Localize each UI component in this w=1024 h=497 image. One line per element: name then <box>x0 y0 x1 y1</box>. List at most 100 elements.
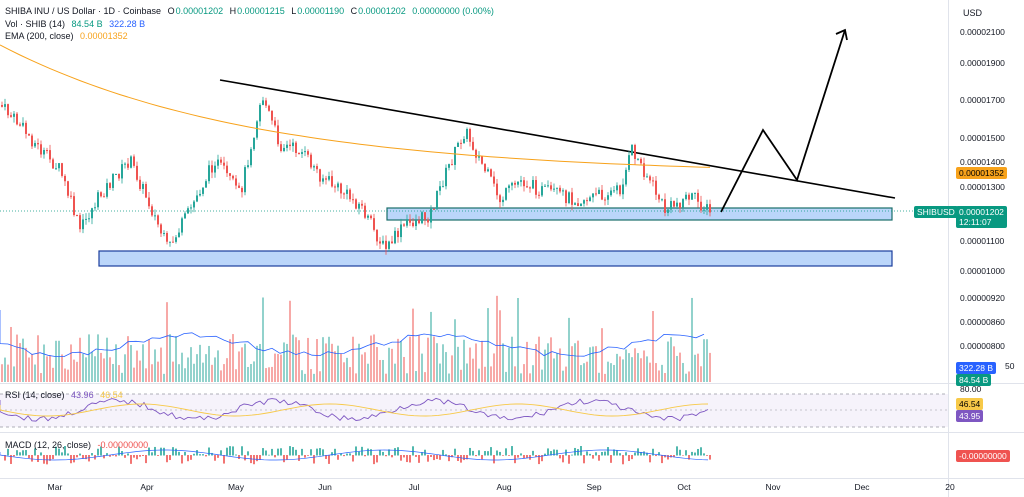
time-tick: Aug <box>496 482 512 492</box>
macd-bar <box>532 450 534 456</box>
candle-body <box>430 208 432 223</box>
macd-bar <box>436 455 438 460</box>
ohlc-high-label: H <box>229 6 237 16</box>
volume-bar <box>400 341 402 382</box>
volume-bar <box>631 357 633 382</box>
volume-bar <box>250 364 252 382</box>
volume-bar <box>622 359 624 382</box>
macd-bar <box>589 453 591 456</box>
macd-bar <box>679 449 681 456</box>
volume-bar <box>79 337 81 382</box>
volume-bar <box>535 344 537 382</box>
volume-bar <box>121 372 123 382</box>
candle-body <box>262 100 264 105</box>
macd-bar <box>202 454 204 456</box>
volume-bar <box>517 298 519 382</box>
symbol-badge: SHIBUSD <box>914 206 958 218</box>
candle-body <box>556 187 558 189</box>
candle-body <box>211 165 213 173</box>
macd-bar <box>145 455 147 464</box>
candle-body <box>589 197 591 202</box>
price-tick: 0.00001000 <box>960 266 1005 276</box>
volume-bar <box>385 373 387 382</box>
candle-body <box>637 158 639 160</box>
candle-body <box>31 135 33 147</box>
macd-bar <box>652 448 654 456</box>
candle-body <box>706 204 708 210</box>
candle-body <box>109 183 111 188</box>
macd-bar <box>139 455 141 457</box>
macd-bar <box>571 454 573 456</box>
candle-body <box>700 201 702 211</box>
candle-body <box>535 180 537 195</box>
candle-body <box>445 167 447 187</box>
volume-bar <box>520 373 522 382</box>
volume-bar <box>688 371 690 382</box>
candle-body <box>544 185 546 187</box>
candle-body <box>685 194 687 200</box>
volume-bar <box>430 311 432 382</box>
volume-bar <box>373 334 375 382</box>
macd-bar <box>154 446 156 456</box>
candle-body <box>94 207 96 209</box>
candle-body <box>55 168 57 170</box>
volume-bar <box>88 334 90 382</box>
macd-bar <box>10 455 12 464</box>
candle-body <box>172 241 174 243</box>
rsi-ma-badge: 46.54 <box>956 398 984 410</box>
macd-bar <box>4 455 6 461</box>
macd-bar <box>295 449 297 456</box>
candle-body <box>385 240 387 249</box>
macd-bar <box>625 452 627 456</box>
candle-body <box>490 169 492 177</box>
volume-bar <box>340 353 342 382</box>
candle-body <box>664 199 666 213</box>
macd-bar <box>700 447 702 456</box>
candle-body <box>229 173 231 176</box>
volume-bar <box>358 343 360 382</box>
macd-bar <box>658 452 660 456</box>
macd-bar <box>490 447 492 456</box>
macd-bar <box>187 455 189 462</box>
candle-body <box>196 195 198 202</box>
candle-body <box>574 203 576 205</box>
macd-bar <box>235 454 237 456</box>
ohlc-open: 0.00001202 <box>175 6 224 16</box>
candle-body <box>325 178 327 180</box>
candle-body <box>310 154 312 168</box>
volume-bar <box>181 352 183 382</box>
volume-bar <box>667 341 669 382</box>
volume-bar <box>145 368 147 382</box>
candle-body <box>4 104 6 107</box>
volume-value: 84.54 B <box>71 19 103 29</box>
candle-body <box>286 144 288 148</box>
macd-bar <box>466 455 468 460</box>
macd-bar <box>484 451 486 456</box>
volume-bar <box>262 297 264 382</box>
candle-body <box>643 163 645 177</box>
candle-body <box>463 138 465 144</box>
candle-body <box>103 196 105 198</box>
volume-bar <box>637 353 639 382</box>
macd-bar <box>325 455 327 459</box>
macd-bar <box>550 451 552 456</box>
volume-bar <box>154 349 156 382</box>
price-tick: 50 <box>1005 361 1015 371</box>
rsi-ma-line <box>0 403 709 417</box>
volume-bar <box>403 356 405 382</box>
macd-bar <box>127 453 129 456</box>
volume-bar <box>214 357 216 382</box>
macd-bar <box>316 448 318 456</box>
candle-body <box>106 183 108 197</box>
volume-bar <box>610 363 612 382</box>
macd-bar <box>55 446 57 456</box>
macd-bar <box>562 455 564 463</box>
volume-bar <box>652 311 654 382</box>
time-tick: Oct <box>677 482 691 492</box>
candle-body <box>484 163 486 172</box>
macd-bar <box>478 450 480 456</box>
candle-body <box>532 180 534 189</box>
volume-bar <box>628 353 630 382</box>
volume-bar <box>232 334 234 382</box>
